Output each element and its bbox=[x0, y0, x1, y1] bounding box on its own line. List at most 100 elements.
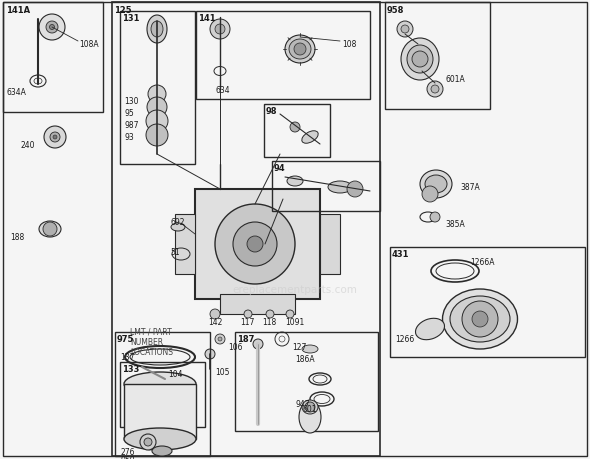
Circle shape bbox=[218, 337, 222, 341]
Circle shape bbox=[401, 26, 409, 34]
Text: NUMBER: NUMBER bbox=[130, 337, 163, 346]
Circle shape bbox=[233, 223, 277, 266]
Bar bbox=[120, 12, 195, 165]
Text: 127: 127 bbox=[292, 342, 306, 351]
Text: ereplacementparts.com: ereplacementparts.com bbox=[232, 285, 358, 294]
Circle shape bbox=[427, 82, 443, 98]
Text: 104: 104 bbox=[168, 369, 182, 378]
Circle shape bbox=[472, 311, 488, 327]
Bar bbox=[120, 362, 205, 427]
Bar bbox=[112, 3, 380, 456]
Text: 118: 118 bbox=[262, 317, 276, 326]
Ellipse shape bbox=[151, 22, 163, 38]
Circle shape bbox=[462, 302, 498, 337]
Text: 142: 142 bbox=[208, 317, 222, 326]
Text: 387A: 387A bbox=[460, 183, 480, 191]
Circle shape bbox=[146, 111, 168, 133]
Bar bbox=[196, 12, 370, 100]
Circle shape bbox=[44, 127, 66, 149]
Ellipse shape bbox=[289, 40, 311, 60]
Ellipse shape bbox=[285, 36, 315, 64]
Text: 240: 240 bbox=[20, 141, 34, 150]
Ellipse shape bbox=[138, 379, 182, 415]
Text: 130: 130 bbox=[124, 97, 139, 106]
Circle shape bbox=[266, 310, 274, 318]
Circle shape bbox=[305, 402, 315, 412]
Circle shape bbox=[397, 22, 413, 38]
Circle shape bbox=[290, 123, 300, 133]
Circle shape bbox=[422, 187, 438, 202]
Text: 187: 187 bbox=[237, 334, 254, 343]
Text: 106: 106 bbox=[228, 342, 242, 351]
Text: 105: 105 bbox=[215, 367, 230, 376]
Ellipse shape bbox=[302, 131, 318, 144]
Circle shape bbox=[430, 213, 440, 223]
Circle shape bbox=[205, 349, 215, 359]
Text: 141: 141 bbox=[198, 14, 215, 23]
Circle shape bbox=[294, 44, 306, 56]
Text: 186A: 186A bbox=[295, 354, 314, 363]
Text: 601: 601 bbox=[302, 404, 316, 413]
Text: 634: 634 bbox=[215, 86, 230, 95]
Circle shape bbox=[53, 136, 57, 140]
Circle shape bbox=[170, 400, 180, 410]
Circle shape bbox=[43, 223, 57, 236]
Text: 94: 94 bbox=[274, 164, 286, 173]
Circle shape bbox=[210, 20, 230, 40]
Circle shape bbox=[144, 438, 152, 446]
Bar bbox=[390, 247, 585, 357]
Circle shape bbox=[412, 52, 428, 68]
Bar bbox=[175, 214, 195, 274]
Ellipse shape bbox=[299, 401, 321, 433]
Ellipse shape bbox=[302, 345, 318, 353]
Circle shape bbox=[140, 434, 156, 450]
Text: 692: 692 bbox=[170, 218, 185, 226]
Circle shape bbox=[50, 25, 54, 30]
Text: LOCATIONS: LOCATIONS bbox=[130, 347, 173, 356]
Circle shape bbox=[215, 205, 295, 285]
Text: 93: 93 bbox=[124, 133, 134, 142]
Text: 137: 137 bbox=[120, 352, 135, 361]
Circle shape bbox=[244, 310, 252, 318]
Circle shape bbox=[215, 25, 225, 35]
Circle shape bbox=[50, 133, 60, 143]
Ellipse shape bbox=[407, 46, 433, 74]
Text: 276: 276 bbox=[120, 447, 135, 456]
Bar bbox=[220, 294, 295, 314]
Ellipse shape bbox=[420, 171, 452, 199]
Ellipse shape bbox=[415, 319, 444, 340]
Text: 950: 950 bbox=[120, 455, 135, 459]
Text: 947: 947 bbox=[295, 399, 310, 408]
Text: 1266: 1266 bbox=[395, 334, 414, 343]
Ellipse shape bbox=[287, 177, 303, 187]
Ellipse shape bbox=[302, 400, 318, 414]
Text: 634A: 634A bbox=[6, 88, 26, 97]
Bar bbox=[235, 332, 378, 431]
Bar bbox=[195, 190, 320, 299]
Circle shape bbox=[253, 339, 263, 349]
Ellipse shape bbox=[147, 16, 167, 44]
Text: 95: 95 bbox=[124, 109, 134, 118]
Text: 1266A: 1266A bbox=[470, 257, 494, 266]
Text: 987: 987 bbox=[124, 121, 139, 130]
Circle shape bbox=[147, 98, 167, 118]
Text: 108A: 108A bbox=[79, 40, 99, 49]
Ellipse shape bbox=[124, 428, 196, 450]
Text: 601A: 601A bbox=[445, 75, 465, 84]
Text: 431: 431 bbox=[392, 249, 409, 258]
Text: 131: 131 bbox=[122, 14, 139, 23]
Text: 188: 188 bbox=[10, 233, 24, 241]
Circle shape bbox=[39, 15, 65, 41]
Ellipse shape bbox=[124, 372, 196, 396]
Circle shape bbox=[148, 86, 166, 104]
Text: 117: 117 bbox=[240, 317, 254, 326]
Ellipse shape bbox=[133, 375, 188, 420]
Ellipse shape bbox=[328, 182, 352, 194]
Ellipse shape bbox=[152, 446, 172, 456]
Ellipse shape bbox=[450, 297, 510, 342]
Ellipse shape bbox=[39, 222, 61, 237]
Bar bbox=[3, 3, 103, 113]
Text: 51: 51 bbox=[170, 247, 179, 257]
Bar bbox=[385, 3, 490, 110]
Circle shape bbox=[46, 22, 58, 34]
